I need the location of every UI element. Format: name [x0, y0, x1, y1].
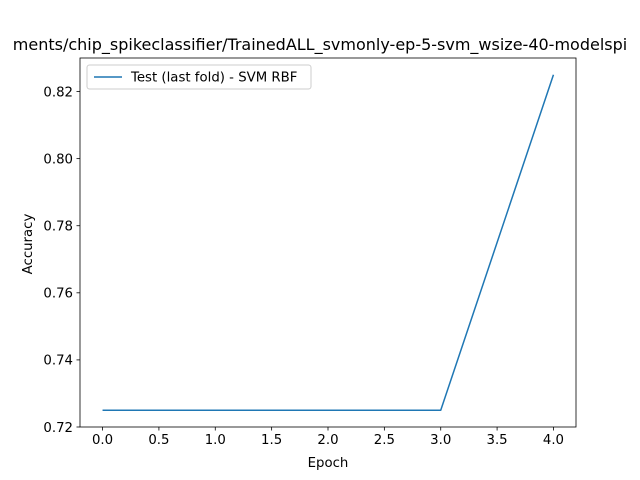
- x-axis: 0.0 0.5 1.0 1.5 2.0 2.5 3.0 3.5 4.0: [92, 427, 564, 448]
- x-axis-label: Epoch: [308, 456, 349, 471]
- legend-label: Test (last fold) - SVM RBF: [130, 71, 297, 86]
- x-tick-label: 4.0: [543, 433, 564, 448]
- y-axis: 0.72 0.74 0.76 0.78 0.80 0.82: [43, 85, 80, 436]
- x-tick-label: 0.0: [92, 433, 113, 448]
- legend-box: [86, 64, 312, 90]
- y-tick-label: 0.74: [43, 354, 73, 369]
- y-tick-label: 0.72: [43, 421, 73, 436]
- y-tick-label: 0.80: [43, 152, 73, 167]
- y-tick-label: 0.82: [43, 85, 73, 100]
- x-tick-label: 0.5: [148, 433, 169, 448]
- x-tick-label: 3.5: [487, 433, 508, 448]
- x-tick-label: 1.5: [261, 433, 282, 448]
- y-axis-label: Accuracy: [21, 214, 36, 275]
- y-tick-label: 0.76: [43, 287, 73, 302]
- x-tick-label: 3.0: [430, 433, 451, 448]
- x-tick-label: 2.0: [317, 433, 338, 448]
- series-layer: [102, 74, 555, 411]
- x-tick-label: 1.0: [205, 433, 226, 448]
- chart-title: ments/chip_spikeclassifier/TrainedALL_sv…: [13, 35, 627, 55]
- legend: Test (last fold) - SVM RBF: [86, 64, 312, 90]
- x-tick-label: 2.5: [374, 433, 395, 448]
- y-tick-label: 0.78: [43, 220, 73, 235]
